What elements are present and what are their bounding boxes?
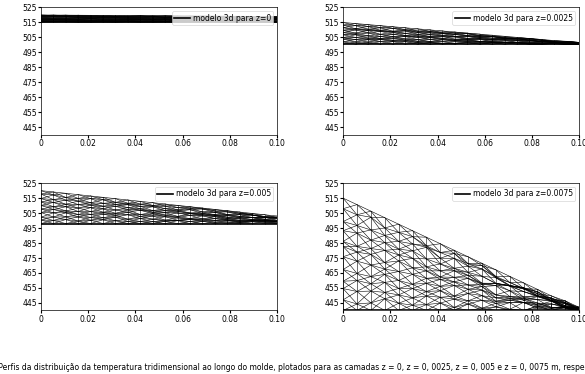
Legend: modelo 3d para z=0: modelo 3d para z=0 bbox=[172, 11, 273, 25]
Text: Figura 9.7: Perfis da distribuição da temperatura tridimensional ao longo do mol: Figura 9.7: Perfis da distribuição da te… bbox=[0, 363, 585, 372]
Legend: modelo 3d para z=0.0075: modelo 3d para z=0.0075 bbox=[452, 187, 575, 200]
Legend: modelo 3d para z=0.0025: modelo 3d para z=0.0025 bbox=[452, 11, 575, 25]
Legend: modelo 3d para z=0.005: modelo 3d para z=0.005 bbox=[155, 187, 273, 200]
